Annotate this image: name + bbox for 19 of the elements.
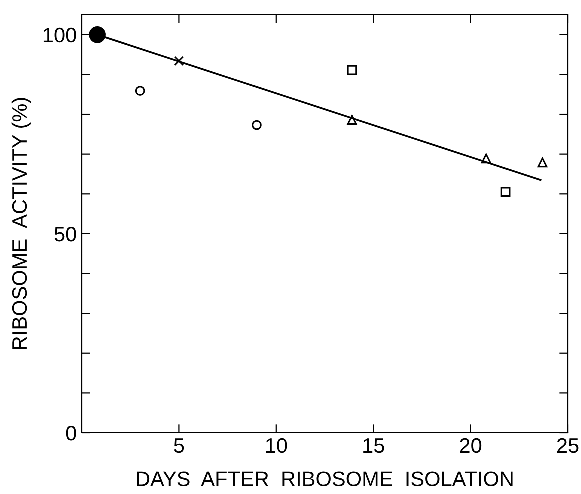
point: [135, 86, 146, 96]
point: [347, 65, 358, 76]
point: [89, 26, 106, 44]
y-axis-title: RIBOSOME ACTIVITY (%): [12, 98, 32, 350]
y-tick-label: 0: [66, 426, 76, 441]
point: [347, 115, 358, 126]
x-tick-label: 20: [460, 438, 482, 454]
x-tick-label: 5: [174, 438, 184, 454]
x-tick-label: 10: [266, 438, 288, 454]
x-tick-label: 25: [557, 438, 579, 454]
point: [538, 158, 548, 168]
point: [500, 187, 511, 198]
point: [481, 154, 492, 164]
y-tick-label: 100: [44, 28, 76, 43]
point: [252, 120, 262, 130]
y-tick-label: 50: [54, 226, 76, 242]
point: [174, 56, 184, 66]
x-axis-title: DAYS AFTER RIBOSOME ISOLATION: [137, 472, 513, 486]
x-tick-label: 15: [364, 438, 384, 454]
